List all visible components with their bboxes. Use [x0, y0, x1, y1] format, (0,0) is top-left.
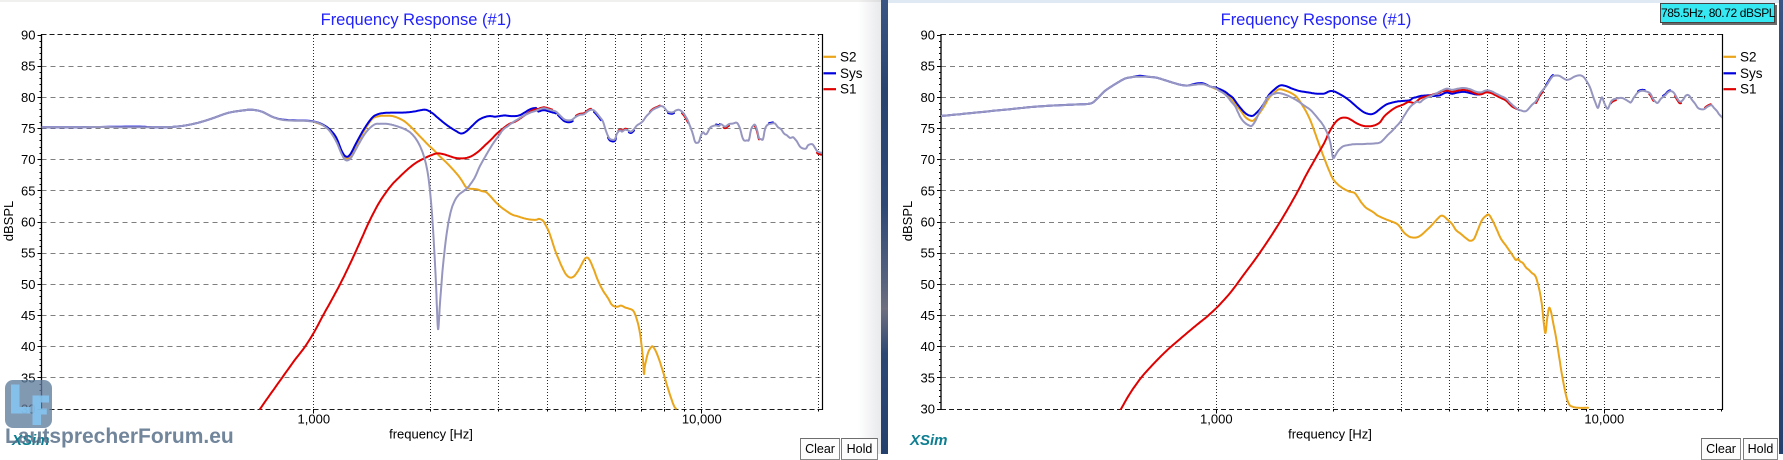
svg-text:Sys: Sys — [840, 66, 863, 81]
svg-text:1,000: 1,000 — [1200, 412, 1233, 427]
svg-text:frequency [Hz]: frequency [Hz] — [389, 427, 473, 442]
svg-text:S1: S1 — [840, 82, 857, 97]
svg-text:75: 75 — [21, 121, 35, 136]
svg-text:65: 65 — [21, 183, 35, 198]
svg-text:90: 90 — [21, 28, 35, 43]
svg-text:70: 70 — [21, 152, 35, 167]
svg-text:35: 35 — [921, 370, 935, 385]
svg-text:40: 40 — [921, 339, 935, 354]
svg-text:75: 75 — [921, 121, 935, 136]
svg-text:80: 80 — [21, 90, 35, 105]
svg-text:dBSPL: dBSPL — [1, 201, 16, 241]
svg-text:30: 30 — [921, 402, 935, 417]
svg-text:45: 45 — [921, 308, 935, 323]
svg-text:50: 50 — [21, 277, 35, 292]
svg-text:80: 80 — [921, 90, 935, 105]
svg-text:S1: S1 — [1740, 82, 1757, 97]
svg-text:70: 70 — [921, 152, 935, 167]
svg-text:55: 55 — [921, 246, 935, 261]
svg-text:85: 85 — [921, 59, 935, 74]
svg-text:10,000: 10,000 — [1584, 412, 1624, 427]
svg-text:50: 50 — [921, 277, 935, 292]
svg-text:Sys: Sys — [1740, 66, 1763, 81]
svg-text:85: 85 — [21, 59, 35, 74]
svg-text:10,000: 10,000 — [682, 412, 722, 427]
svg-text:60: 60 — [921, 215, 935, 230]
svg-text:40: 40 — [21, 339, 35, 354]
svg-text:65: 65 — [921, 183, 935, 198]
svg-text:45: 45 — [21, 308, 35, 323]
svg-text:55: 55 — [21, 246, 35, 261]
svg-text:S2: S2 — [840, 49, 857, 64]
svg-text:frequency [Hz]: frequency [Hz] — [1288, 427, 1372, 442]
svg-text:90: 90 — [921, 28, 935, 43]
svg-text:dBSPL: dBSPL — [900, 201, 915, 241]
svg-text:Frequency Response (#1): Frequency Response (#1) — [1221, 11, 1412, 29]
svg-text:S2: S2 — [1740, 49, 1757, 64]
svg-text:1,000: 1,000 — [298, 412, 331, 427]
svg-text:60: 60 — [21, 215, 35, 230]
svg-text:Frequency Response (#1): Frequency Response (#1) — [321, 11, 512, 29]
